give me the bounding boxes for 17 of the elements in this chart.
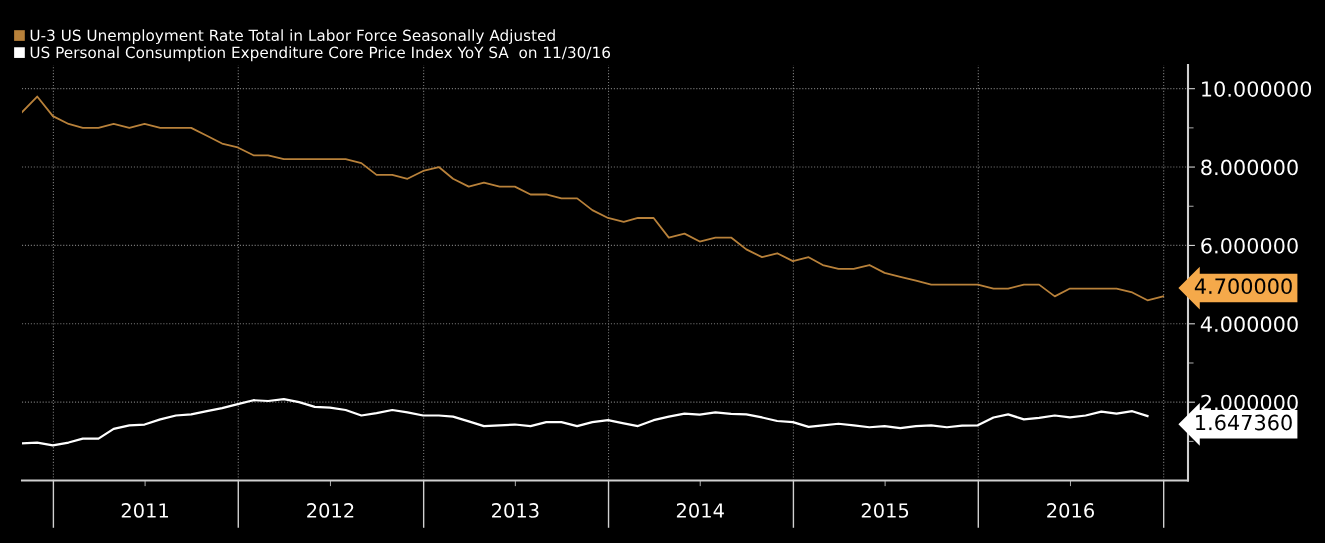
x-tick-label: 2015 (861, 503, 909, 518)
y-tick-label: 2.000000 (1201, 394, 1298, 411)
annotation: 1.647360 (1196, 414, 1292, 431)
x-tick-label: 2014 (676, 503, 724, 518)
x-tick-label: 2013 (492, 503, 539, 518)
y-tick-label: 4.000000 (1200, 316, 1298, 333)
y-tick-label: 6.000000 (1201, 237, 1298, 254)
legend-label: U-3 US Unemployment Rate Total in Labor Force Seasonally Adjusted (30, 29, 555, 45)
y-tick-label: 10.000000 (1202, 81, 1312, 97)
y-tick-label: 8.000000 (1201, 159, 1298, 176)
legend-label: US Personal Consumption Expenditure Core Price Index YoY SA on 11/30/16 (30, 46, 611, 62)
annotation: 4.700000 (1194, 278, 1292, 295)
line-series (21, 397, 1149, 447)
x-tick-label: 2016 (1047, 503, 1094, 518)
x-tick-label: 2012 (307, 503, 354, 518)
line-series (21, 95, 1165, 302)
x-tick-label: 2011 (121, 503, 169, 518)
